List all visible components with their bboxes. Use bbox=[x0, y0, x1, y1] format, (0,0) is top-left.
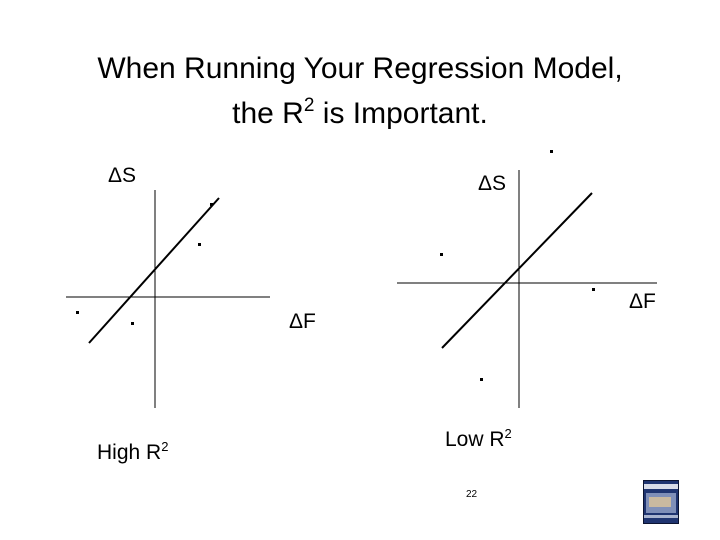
left-regression-line bbox=[88, 197, 220, 344]
page-number: 22 bbox=[466, 489, 478, 500]
slide-title: When Running Your Regression Model, the … bbox=[0, 46, 720, 136]
right-data-point bbox=[550, 150, 553, 153]
book-cover-image bbox=[643, 480, 679, 524]
left-data-point bbox=[131, 322, 134, 325]
right-regression-line bbox=[441, 192, 593, 349]
low-r2-plot bbox=[397, 150, 657, 408]
left-data-point bbox=[210, 203, 213, 206]
high-r2-plot bbox=[66, 190, 270, 408]
left-data-point bbox=[76, 311, 79, 314]
left-x-axis-label: ΔF bbox=[289, 310, 316, 333]
right-data-point bbox=[592, 288, 595, 291]
right-data-point bbox=[480, 378, 483, 381]
high-r2-caption: High R2 bbox=[97, 439, 169, 464]
left-data-point bbox=[198, 243, 201, 246]
right-x-axis-label: ΔF bbox=[629, 290, 656, 313]
right-data-point bbox=[440, 253, 443, 256]
title-line-2: the R2 is Important. bbox=[232, 95, 488, 130]
right-y-axis-label: ΔS bbox=[478, 172, 507, 195]
left-y-axis-label: ΔS bbox=[108, 164, 137, 187]
low-r2-caption: Low R2 bbox=[445, 426, 512, 451]
title-line-1: When Running Your Regression Model, bbox=[97, 52, 623, 85]
